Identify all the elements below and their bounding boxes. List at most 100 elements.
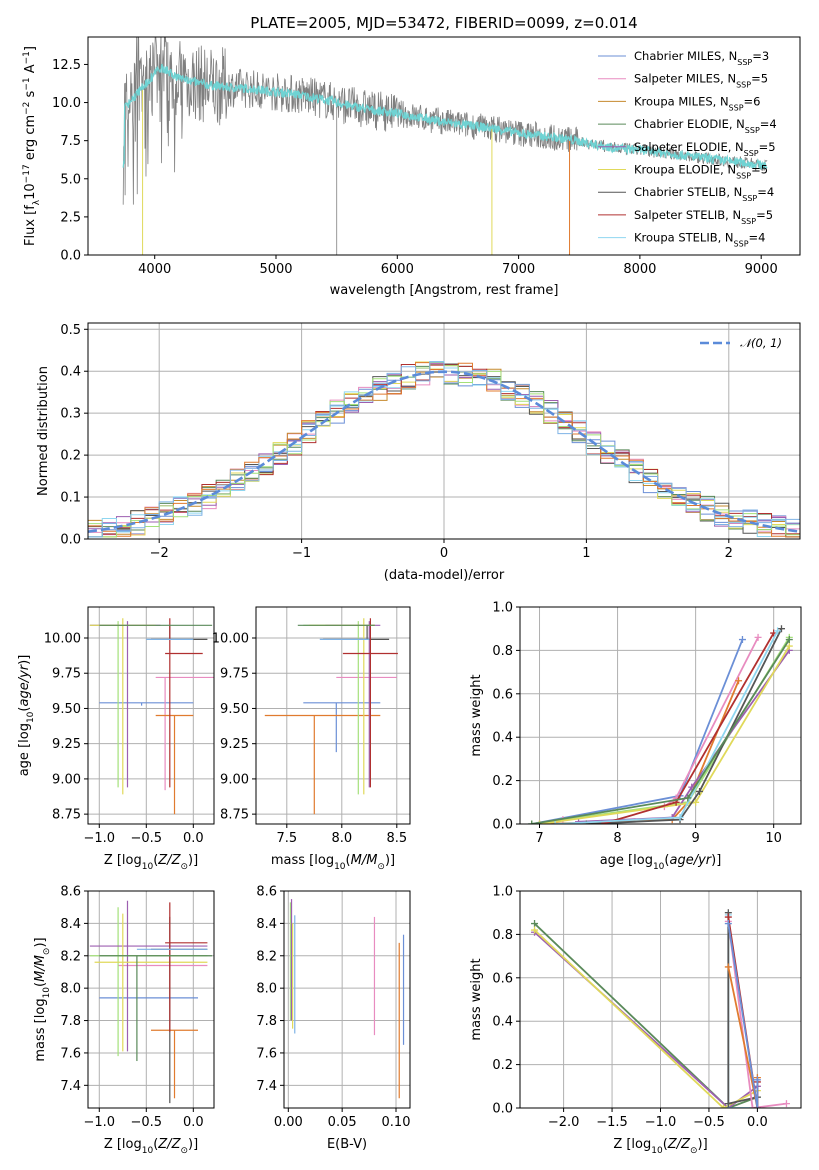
x-tick-label: 9000 [745,262,778,277]
x-tick-label: −1.5 [596,1115,628,1130]
x-axis-label-part: Z [log [104,853,142,868]
x-tick-label: −2.0 [548,1115,580,1130]
plus-marker [531,926,539,934]
y-tick-label: 7.4 [60,1079,81,1094]
x-axis-label-part: 10 [653,862,665,872]
x-axis-label-part: age/yr [669,853,712,868]
plus-marker [753,1104,761,1108]
y-tick-label: 0.6 [492,971,513,986]
x-axis-label: age [log10(age/yr)] [600,853,722,872]
legend-label-sub: SSP [745,126,760,135]
y-tick-label: 8.75 [220,808,249,823]
legend-label-count: =5 [751,72,768,86]
y-tick-label: 7.8 [256,1014,277,1029]
errorbar-point [151,625,208,641]
errorbar-point [303,702,381,753]
legend-label: 𝒩(0, 1) [740,336,782,350]
legend-label-count: =3 [752,49,769,63]
x-axis-label: mass [log10(M/M⊙)] [271,853,395,872]
x-tick-label: −1.0 [645,1115,677,1130]
x-axis-label-part: ⊙ [180,862,188,872]
y-tick-label: 7.4 [256,1079,277,1094]
legend-label-sub: SSP [744,148,759,157]
y-tick-label: 9.00 [220,772,249,787]
legend-label-text: Salpeter MILES, N [634,72,736,86]
y-axis-label-part: age/yr [17,663,32,706]
plus-marker [536,820,544,824]
y-axis-label-part: age [log [17,723,32,776]
legend-label-text: Kroupa ELODIE, N [634,163,736,177]
x-axis-label-part: Z [log [613,1137,651,1152]
y-tick-label: 12.5 [52,58,81,73]
weight-series-line [533,922,758,1108]
x-tick-label: −0.5 [131,831,163,846]
y-tick-label: 0.4 [60,365,81,380]
axes-frame [87,890,215,1109]
x-axis-label-part: 10 [142,862,154,872]
x-tick-label: 0.10 [382,1115,411,1130]
y-axis-label-part: λ [32,199,42,205]
x-tick-label: 5000 [259,262,292,277]
legend-label-count: =5 [759,140,776,154]
y-tick-label: 8.0 [256,982,277,997]
plus-marker [528,820,536,824]
plus-marker [738,636,746,644]
legend-label-sub: SSP [741,216,756,225]
x-axis-label-part: Z/Z [667,1137,691,1152]
y-tick-label: 9.75 [220,667,249,682]
legend-label-text: Chabrier ELODIE, N [634,117,745,131]
y-tick-label: 10.0 [52,96,81,111]
legend-label-count: =4 [749,231,766,245]
normal-reference-curve [88,370,800,533]
plus-marker [724,1100,732,1108]
plus-marker [724,913,732,921]
axes-frame [255,606,411,825]
errorbar-point [325,621,381,788]
y-tick-label: 8.2 [60,949,81,964]
spectrum-plot-area [122,37,768,255]
x-axis-label-part: age [log [600,853,653,868]
x-axis-label-part: Z/Z [157,1137,181,1152]
legend-label: Kroupa ELODIE, NSSP=5 [634,163,768,181]
x-tick-label: 9 [691,831,699,846]
y-tick-label: 0.0 [60,249,81,264]
age_vs_Z-axes: −1.0 −0.5 0.0 8.75 9.00 9.25 9.50 9.75 10.00 [44,607,214,846]
y-tick-label: 7.5 [60,134,81,149]
y-axis-label: mass weight [469,674,484,756]
y-axis-label: Normed distribution [36,366,51,496]
axes-frame [519,890,802,1109]
y-axis-label: age [log10(age/yr)] [17,655,36,777]
errorbar-point [165,618,203,788]
x-axis-label: Z [log10(Z/Z⊙)] [104,1137,198,1156]
age_vs_mass-axes: 7.5 8.0 8.5 8.75 9.00 9.25 9.50 9.75 10.00 [212,607,410,846]
residuals-plot-area [88,361,800,538]
chart-title: PLATE=2005, MJD=53472, FIBERID=0099, z=0… [250,14,637,32]
plus-marker [774,627,782,635]
axes-frame [283,890,411,1109]
x-tick-label: 7.5 [276,831,297,846]
y-tick-label: 9.25 [220,737,249,752]
y-tick-label: 9.50 [52,702,81,717]
legend-label: Chabrier ELODIE, NSSP=4 [634,117,777,135]
plus-marker [684,794,692,802]
x-tick-label: −0.5 [131,1115,163,1130]
errorbar-point [155,714,194,815]
weight-series-line [586,628,783,824]
age_vs_mass-plot-area [264,618,398,815]
legend-label-count: =6 [744,94,761,108]
residuals-axes: −2 −1 0 1 2 0.0 0.1 0.2 0.3 0.4 0.5 [60,323,800,561]
y-tick-label: 2.5 [60,210,81,225]
legend-label: Salpeter ELODIE, NSSP=5 [634,140,776,158]
x-axis-label-part: ⊙ [180,1146,188,1156]
y-axis-label: mass weight [469,958,484,1040]
y-axis-label-part: ( [33,982,48,987]
errorbar-point [89,621,161,788]
legend-label-count: =5 [756,208,773,222]
mass_vs_EBV-axes: 0.00 0.05 0.10 7.4 7.6 7.8 8.0 8.2 8.4 8.6 [256,885,410,1131]
y-axis-label-part: −1 [22,51,32,64]
y-tick-label: 0.5 [60,323,81,338]
x-axis-label: Z [log10(Z/Z⊙)] [613,1137,707,1156]
y-tick-label: 0.2 [492,774,513,789]
plus-marker [531,920,539,928]
legend-label-sub: SSP [736,80,751,89]
